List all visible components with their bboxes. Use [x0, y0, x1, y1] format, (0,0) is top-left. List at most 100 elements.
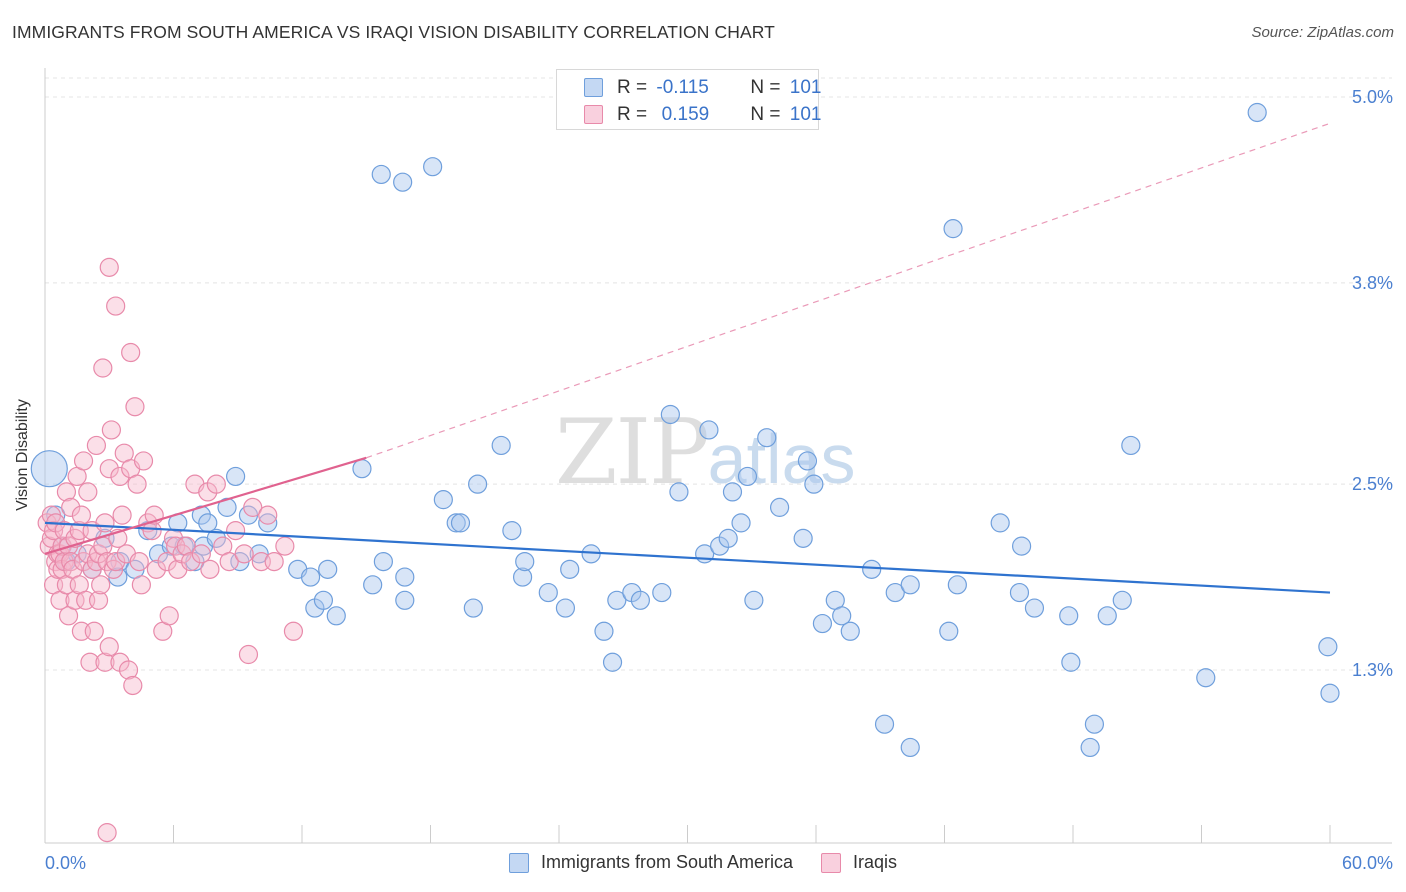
data-point-iraqis — [243, 497, 263, 517]
data-point-south-america — [555, 598, 576, 618]
stats-box: R = -0.115 N = 101 R = 0.159 N = 101 — [556, 69, 821, 130]
data-point-south-america — [943, 219, 963, 239]
stats-swatch-south-america — [584, 78, 603, 97]
data-point-iraqis — [110, 466, 130, 487]
watermark-atlas: atlas — [707, 420, 856, 498]
data-point-south-america — [1247, 102, 1267, 123]
data-point-south-america — [1112, 590, 1132, 610]
data-point-iraqis — [71, 505, 92, 525]
data-point-south-america — [512, 567, 533, 587]
data-point-south-america — [885, 582, 905, 603]
data-point-iraqis — [133, 451, 154, 471]
data-point-iraqis — [80, 652, 100, 672]
data-point-south-america — [652, 582, 672, 603]
stats-r-value: 0.159 — [656, 103, 710, 125]
data-point-iraqis — [93, 358, 113, 378]
data-point-south-america — [744, 590, 764, 610]
data-point-iraqis — [127, 474, 147, 494]
data-point-iraqis — [166, 536, 186, 556]
data-point-south-america — [594, 621, 614, 641]
data-point-south-america — [1318, 637, 1338, 657]
data-point-iraqis — [88, 590, 109, 610]
data-point-iraqis — [95, 652, 115, 672]
data-point-iraqis — [78, 482, 98, 502]
data-point-south-america — [318, 559, 338, 579]
data-point-south-america — [769, 497, 790, 517]
data-point-south-america — [1084, 714, 1105, 734]
data-point-south-america — [468, 474, 488, 494]
stats-n-label: N = — [750, 103, 786, 125]
data-point-iraqis — [118, 660, 139, 680]
data-point-south-america — [502, 521, 522, 541]
data-point-iraqis — [65, 590, 85, 610]
y-tick-label: 5.0% — [1352, 87, 1393, 107]
data-point-south-america — [840, 621, 860, 641]
trend-line-iraqis — [44, 456, 367, 555]
legend-swatch-iraqis — [821, 852, 842, 873]
source-label: Source: ZipAtlas.com — [1251, 24, 1394, 41]
data-point-south-america — [395, 567, 415, 587]
data-point-iraqis — [106, 551, 126, 572]
data-point-south-america — [560, 559, 580, 579]
legend-label-iraqis: Iraqis — [853, 852, 898, 872]
trend-line-south-america — [44, 521, 1331, 594]
data-point-south-america — [660, 404, 680, 425]
data-point-south-america — [757, 428, 777, 448]
trend-line-iraqis-extension — [366, 122, 1331, 459]
data-point-south-america — [832, 606, 852, 626]
data-point-iraqis — [106, 296, 126, 316]
data-point-iraqis — [73, 451, 94, 471]
data-point-iraqis — [258, 505, 278, 525]
legend-item-iraqis[interactable]: Iraqis — [821, 852, 897, 873]
data-point-south-america — [352, 459, 372, 479]
data-point-iraqis — [125, 397, 145, 417]
data-point-iraqis — [91, 575, 111, 595]
data-point-south-america — [515, 551, 535, 572]
data-point-south-america — [395, 590, 415, 610]
data-point-iraqis — [206, 474, 226, 494]
data-point-south-america — [630, 590, 650, 610]
data-point-south-america — [900, 737, 920, 758]
chart-title: IMMIGRANTS FROM SOUTH AMERICA VS IRAQI V… — [12, 22, 775, 42]
data-point-south-america — [1059, 606, 1079, 626]
data-point-south-america — [30, 450, 68, 488]
watermark: ZIPatlas — [555, 400, 856, 505]
data-point-iraqis — [121, 342, 141, 363]
legend-label-south-america: Immigrants from South America — [540, 852, 794, 872]
data-point-iraqis — [61, 497, 81, 517]
chart-legend: Immigrants from South America Iraqis — [0, 852, 1406, 873]
data-point-iraqis — [157, 551, 177, 572]
data-point-south-america — [1320, 683, 1340, 703]
data-point-south-america — [206, 528, 226, 548]
data-point-south-america — [393, 172, 413, 192]
stats-r-label: R = — [617, 103, 653, 125]
stats-r-label: R = — [617, 76, 653, 98]
data-point-iraqis — [264, 551, 284, 572]
data-point-iraqis — [283, 621, 304, 641]
data-point-south-america — [737, 466, 758, 487]
data-point-south-america — [373, 551, 393, 572]
data-point-south-america — [874, 714, 895, 734]
data-point-south-america — [602, 652, 623, 672]
data-point-iraqis — [159, 606, 179, 626]
data-point-south-america — [1080, 737, 1100, 758]
data-point-south-america — [1009, 582, 1030, 603]
data-point-iraqis — [54, 521, 74, 541]
data-point-iraqis — [181, 551, 201, 572]
data-point-iraqis — [99, 637, 119, 657]
data-point-south-america — [947, 575, 967, 595]
data-point-south-america — [939, 621, 959, 641]
data-point-south-america — [793, 528, 813, 548]
data-point-south-america — [326, 606, 346, 626]
data-point-iraqis — [238, 644, 259, 665]
data-point-iraqis — [43, 521, 64, 541]
data-point-south-america — [1024, 598, 1045, 618]
data-point-south-america — [669, 482, 689, 502]
data-point-south-america — [862, 559, 882, 579]
data-point-south-america — [363, 575, 383, 595]
data-point-iraqis — [101, 420, 121, 440]
data-point-iraqis — [191, 544, 211, 564]
legend-item-south-america[interactable]: Immigrants from South America — [508, 852, 794, 873]
data-point-south-america — [450, 513, 471, 533]
data-point-iraqis — [112, 505, 132, 525]
